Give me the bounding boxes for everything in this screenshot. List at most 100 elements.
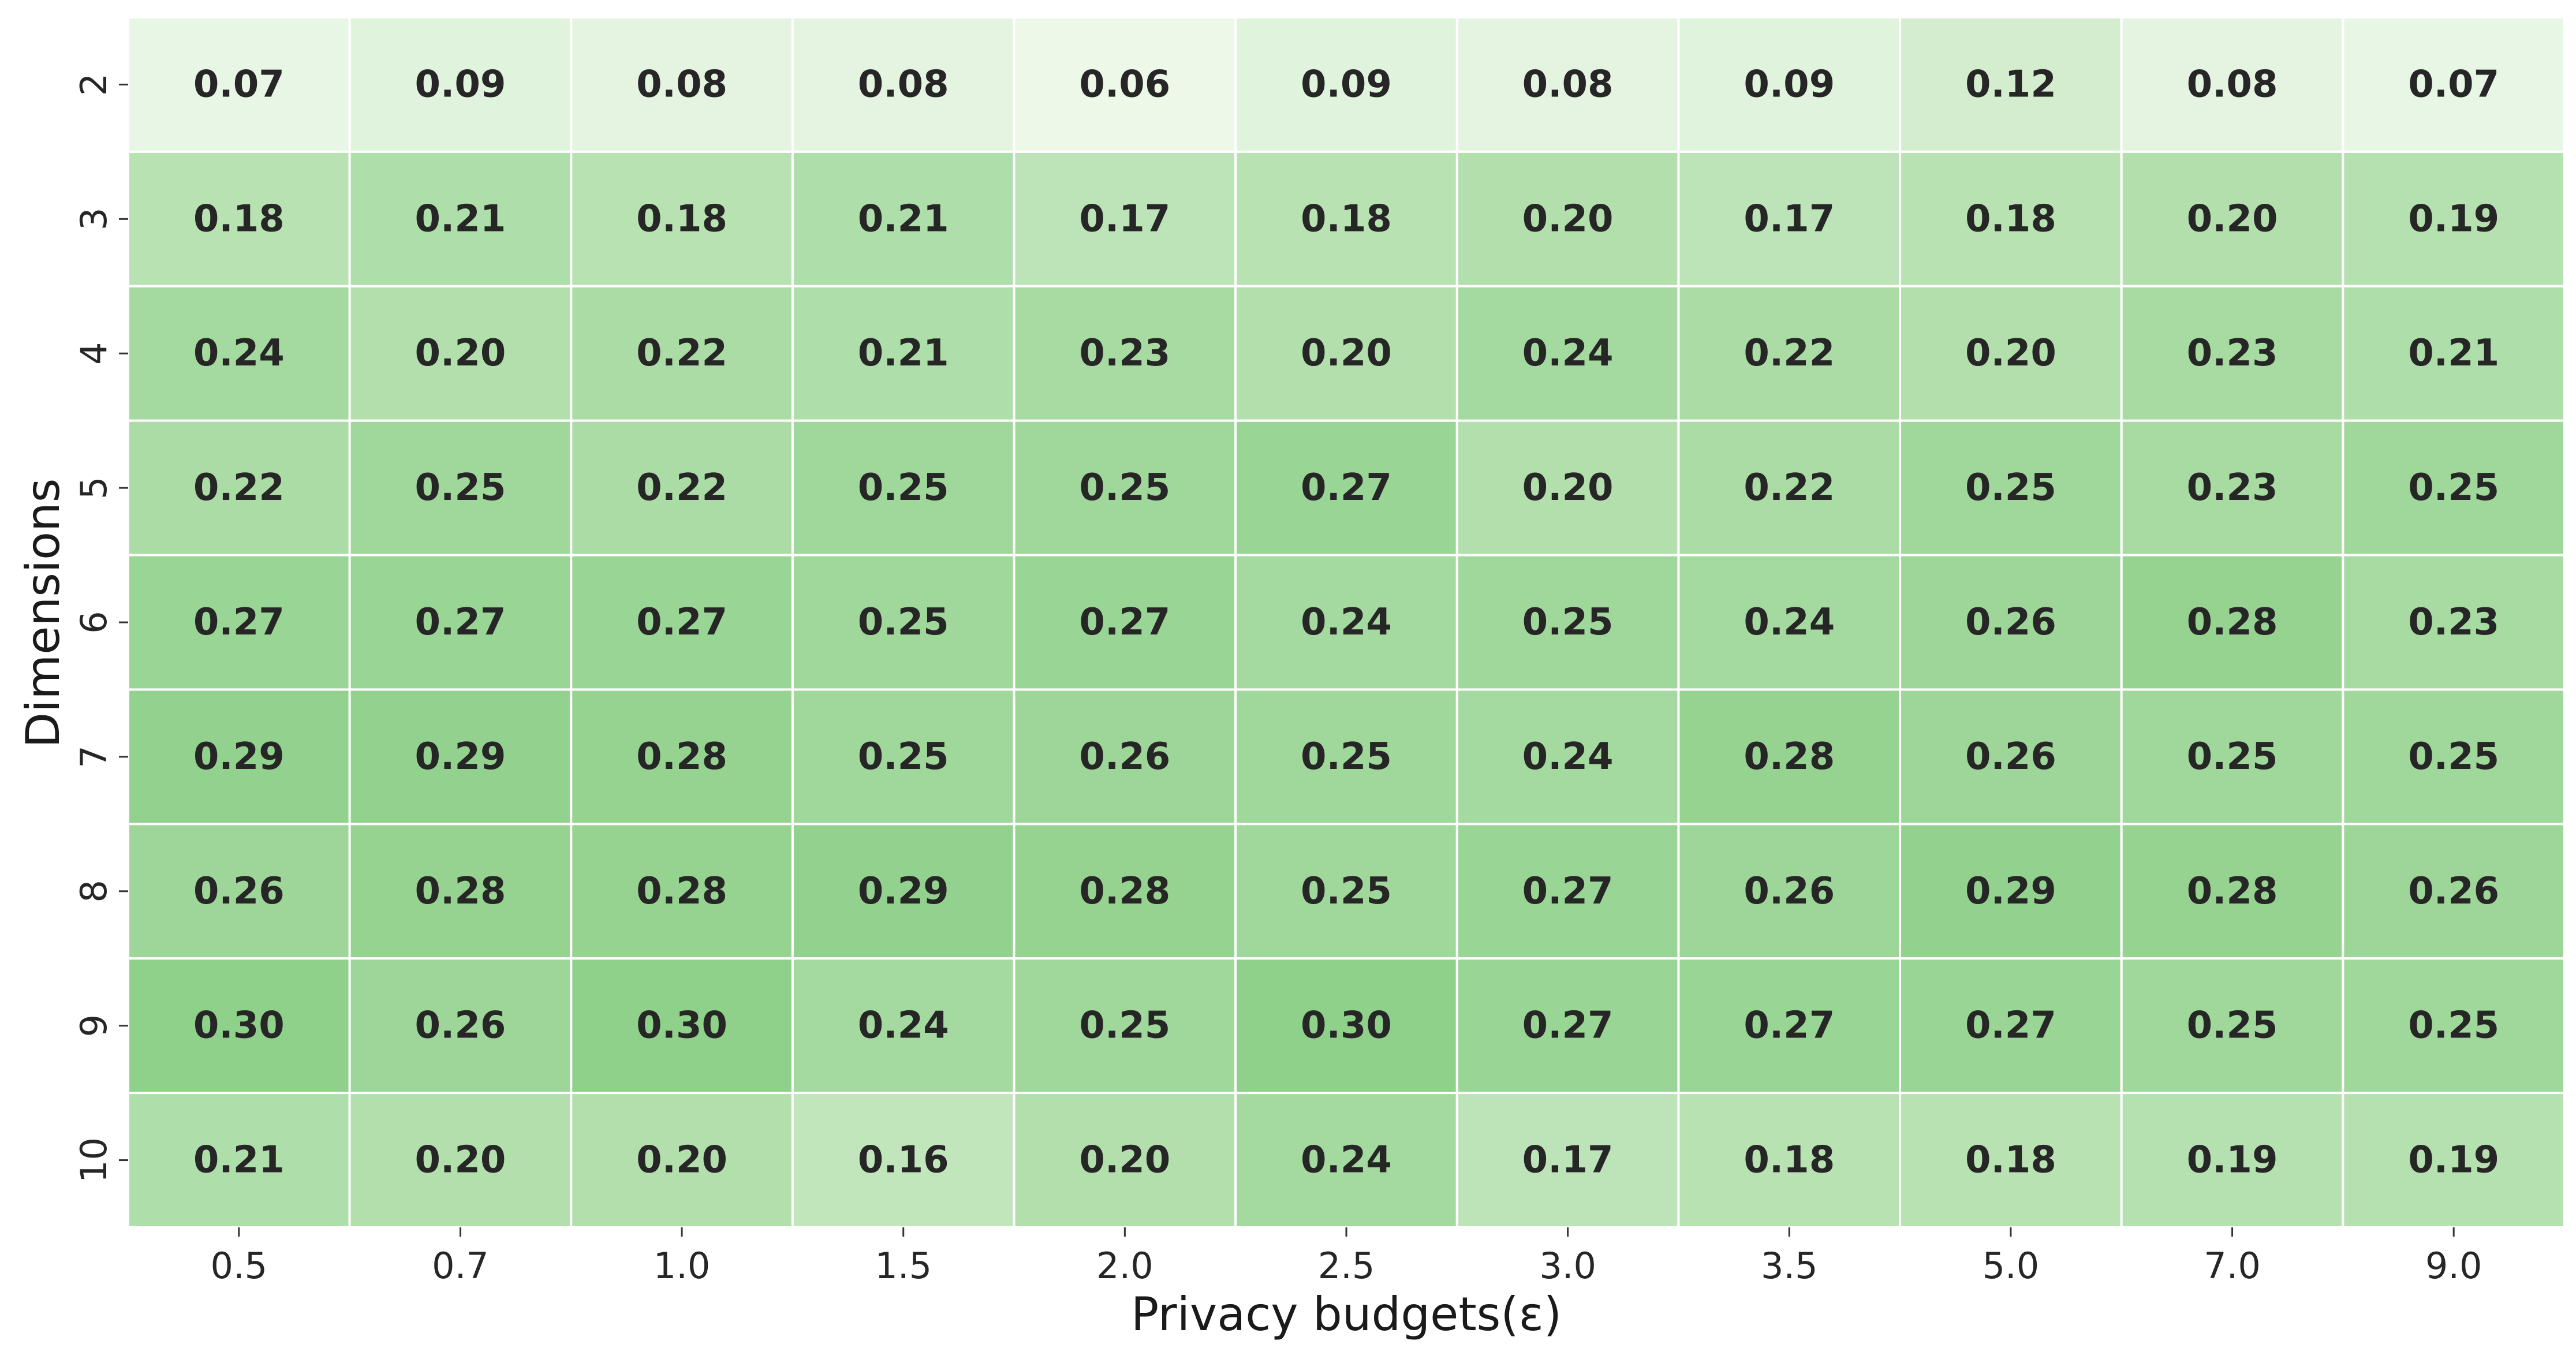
heatmap-cell-9-3.0 bbox=[1455, 957, 1680, 1095]
heatmap-cell-9-7.0 bbox=[2120, 957, 2344, 1095]
heatmap-cell-9-3.5 bbox=[1677, 957, 1902, 1095]
y-tick-label: 5 bbox=[73, 476, 115, 499]
y-tick-label: 9 bbox=[73, 1014, 115, 1037]
heatmap-cell-5-0.7 bbox=[348, 419, 573, 557]
heatmap-cell-6-2.0 bbox=[1013, 554, 1237, 691]
cell-value-label: 0.19 bbox=[2408, 197, 2499, 240]
heatmap-cell-9-2.5 bbox=[1234, 957, 1458, 1095]
heatmap-cell-7-9.0 bbox=[2342, 688, 2566, 826]
x-axis-title: Privacy budgets(ε) bbox=[1131, 1287, 1562, 1341]
cell-value-label: 0.26 bbox=[1079, 735, 1170, 778]
cell-value-label: 0.29 bbox=[858, 870, 949, 913]
heatmap-cell-10-3.5 bbox=[1677, 1092, 1902, 1229]
heatmap-cell-5-9.0 bbox=[2342, 419, 2566, 557]
cell-value-label: 0.07 bbox=[193, 63, 285, 106]
cell-value-label: 0.12 bbox=[1965, 63, 2056, 106]
x-tick-label: 1.5 bbox=[875, 1245, 932, 1287]
heatmap-cell-5-1.0 bbox=[570, 419, 794, 557]
heatmap-cell-3-0.5 bbox=[127, 150, 351, 288]
cell-value-label: 0.24 bbox=[1744, 601, 1835, 644]
x-tick-label: 0.7 bbox=[432, 1245, 489, 1287]
x-tick-label: 7.0 bbox=[2204, 1245, 2261, 1287]
heatmap-cell-10-1.5 bbox=[791, 1092, 1016, 1229]
cell-value-label: 0.08 bbox=[1522, 63, 1614, 106]
heatmap-cell-2-9.0 bbox=[2342, 16, 2566, 153]
cell-value-label: 0.26 bbox=[193, 870, 285, 913]
heatmap-cell-2-1.0 bbox=[570, 16, 794, 153]
heatmap-cell-5-2.5 bbox=[1234, 419, 1458, 557]
y-tick-label: 7 bbox=[73, 745, 115, 768]
cell-value-label: 0.25 bbox=[2408, 466, 2499, 509]
cell-value-label: 0.23 bbox=[2187, 332, 2278, 375]
cell-value-label: 0.25 bbox=[2408, 1005, 2499, 1047]
heatmap-cell-4-0.5 bbox=[127, 285, 351, 422]
heatmap-cell-10-2.5 bbox=[1234, 1092, 1458, 1229]
heatmap-cell-6-0.7 bbox=[348, 554, 573, 691]
heatmap-cell-3-7.0 bbox=[2120, 150, 2344, 288]
cell-value-label: 0.20 bbox=[1522, 197, 1614, 240]
cell-value-label: 0.28 bbox=[1079, 870, 1170, 913]
heatmap-cell-6-0.5 bbox=[127, 554, 351, 691]
x-tick-label: 1.0 bbox=[654, 1245, 711, 1287]
cell-value-label: 0.25 bbox=[1522, 601, 1614, 644]
x-tick-label: 0.5 bbox=[211, 1245, 268, 1287]
cell-value-label: 0.23 bbox=[1079, 332, 1170, 375]
cell-value-label: 0.21 bbox=[415, 197, 506, 240]
cell-value-label: 0.20 bbox=[415, 332, 506, 375]
cell-value-label: 0.27 bbox=[193, 601, 285, 644]
cell-value-label: 0.24 bbox=[193, 332, 285, 375]
y-tick-label: 4 bbox=[73, 342, 115, 364]
heatmap-cell-9-1.5 bbox=[791, 957, 1016, 1095]
cell-value-label: 0.28 bbox=[1744, 735, 1835, 778]
cell-value-label: 0.26 bbox=[415, 1005, 506, 1047]
heatmap-cell-8-2.5 bbox=[1234, 823, 1458, 960]
heatmap-cell-3-5.0 bbox=[1899, 150, 2123, 288]
cell-value-label: 0.27 bbox=[1522, 870, 1614, 913]
cell-value-label: 0.24 bbox=[858, 1005, 949, 1047]
cell-value-label: 0.07 bbox=[2408, 63, 2499, 106]
cell-value-label: 0.28 bbox=[415, 870, 506, 913]
cell-value-label: 0.09 bbox=[1744, 63, 1835, 106]
cell-value-label: 0.17 bbox=[1744, 197, 1835, 240]
cell-value-label: 0.27 bbox=[1965, 1005, 2056, 1047]
cell-value-label: 0.26 bbox=[2408, 870, 2499, 913]
cell-value-label: 0.19 bbox=[2408, 1139, 2499, 1182]
heatmap-cell-7-2.5 bbox=[1234, 688, 1458, 826]
cell-value-label: 0.17 bbox=[1522, 1139, 1614, 1182]
heatmap-cell-10-5.0 bbox=[1899, 1092, 2123, 1229]
heatmap-cell-6-1.5 bbox=[791, 554, 1016, 691]
cell-value-label: 0.24 bbox=[1301, 1139, 1392, 1182]
y-axis-title: Dimensions bbox=[16, 479, 70, 748]
x-tick-label: 5.0 bbox=[1983, 1245, 2040, 1287]
heatmap-cell-10-1.0 bbox=[570, 1092, 794, 1229]
heatmap-cell-6-3.0 bbox=[1455, 554, 1680, 691]
cell-value-label: 0.20 bbox=[1301, 332, 1392, 375]
y-tick-label: 10 bbox=[73, 1137, 115, 1183]
heatmap-cell-10-3.0 bbox=[1455, 1092, 1680, 1229]
cell-value-label: 0.27 bbox=[1301, 466, 1392, 509]
cell-value-label: 0.22 bbox=[636, 466, 727, 509]
cell-value-label: 0.24 bbox=[1522, 332, 1614, 375]
cell-value-label: 0.27 bbox=[636, 601, 727, 644]
cell-value-label: 0.26 bbox=[1965, 735, 2056, 778]
heatmap-cell-6-7.0 bbox=[2120, 554, 2344, 691]
cell-value-label: 0.25 bbox=[1301, 735, 1392, 778]
cell-value-label: 0.25 bbox=[2187, 1005, 2278, 1047]
cell-value-label: 0.18 bbox=[1965, 1139, 2056, 1182]
cell-value-label: 0.29 bbox=[193, 735, 285, 778]
heatmap-cells bbox=[127, 16, 2566, 1229]
cell-value-label: 0.30 bbox=[636, 1005, 727, 1047]
heatmap-cell-9-2.0 bbox=[1013, 957, 1237, 1095]
heatmap-cell-8-5.0 bbox=[1899, 823, 2123, 960]
heatmap-cell-5-5.0 bbox=[1899, 419, 2123, 557]
heatmap-cell-4-2.0 bbox=[1013, 285, 1237, 422]
x-tick-label: 2.5 bbox=[1318, 1245, 1375, 1287]
cell-value-label: 0.20 bbox=[1079, 1139, 1170, 1182]
cell-value-label: 0.23 bbox=[2187, 466, 2278, 509]
heatmap-cell-7-1.5 bbox=[791, 688, 1016, 826]
heatmap-cell-2-1.5 bbox=[791, 16, 1016, 153]
cell-value-label: 0.08 bbox=[858, 63, 949, 106]
heatmap-cell-8-0.5 bbox=[127, 823, 351, 960]
cell-value-label: 0.08 bbox=[2187, 63, 2278, 106]
